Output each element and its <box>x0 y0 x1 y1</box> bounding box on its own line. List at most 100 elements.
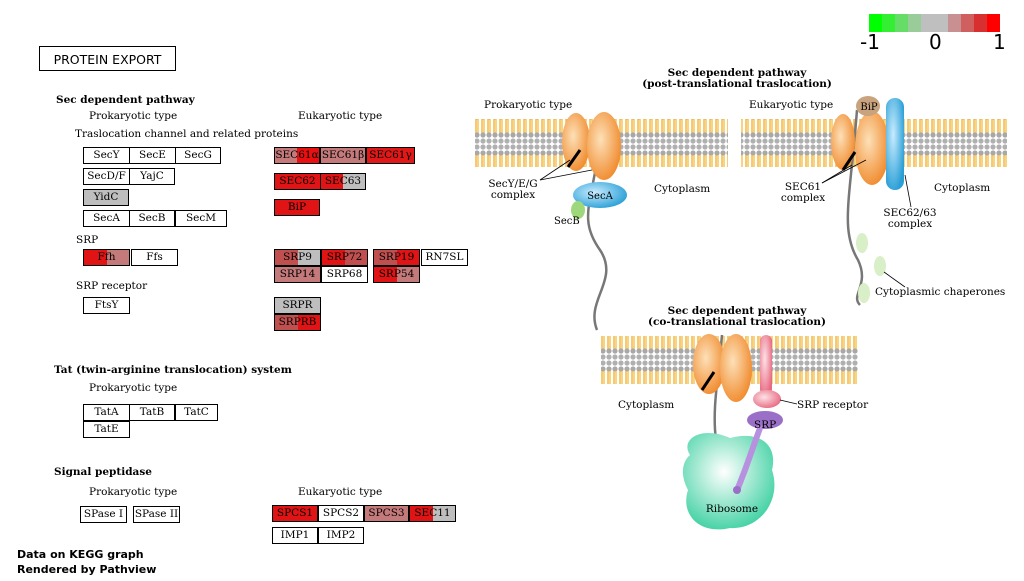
gene-box[interactable]: SRPR <box>274 297 321 314</box>
gene-box[interactable]: SEC61α <box>274 147 320 164</box>
gene-box[interactable]: SPase I <box>80 506 127 523</box>
gene-fill-right <box>106 148 129 163</box>
diag-euk-type: Eukaryotic type <box>749 99 833 111</box>
gene-box[interactable]: FtsY <box>83 297 130 314</box>
gene-box[interactable]: TatA <box>83 404 130 421</box>
gene-label: SecG <box>184 149 212 161</box>
gene-box[interactable]: IMP1 <box>272 527 318 544</box>
co-title-line1: Sec dependent pathway <box>668 305 808 317</box>
legend-mid-label: 0 <box>929 30 942 54</box>
srp-tip <box>733 486 741 494</box>
gene-fill-left <box>422 250 445 265</box>
srp-label: SRP <box>76 234 99 246</box>
gene-box[interactable]: SRP19 <box>373 249 420 266</box>
srp-receptor-label: SRP receptor <box>797 399 869 411</box>
tat-header: Tat (twin-arginine translocation) system <box>54 364 292 376</box>
gene-box[interactable]: SRP72 <box>321 249 368 266</box>
gene-label: SRPRB <box>278 316 317 328</box>
gene-box[interactable]: SEC61γ <box>366 147 415 164</box>
gene-fill-left <box>275 267 298 282</box>
gene-label: SecA <box>93 212 120 224</box>
pathway-title: PROTEIN EXPORT <box>39 46 176 71</box>
gene-label: IMP1 <box>280 529 310 541</box>
co-cytoplasm-label: Cytoplasm <box>618 399 674 411</box>
sec-pathway-header: Sec dependent pathway <box>56 94 195 106</box>
gene-box[interactable]: RN7SL <box>421 249 468 266</box>
gene-box[interactable]: BiP <box>274 199 320 216</box>
gene-fill-left <box>319 528 341 543</box>
gene-label: SPCS3 <box>368 507 405 519</box>
gene-fill-right <box>297 200 319 215</box>
euk-signal-sequence <box>841 151 857 171</box>
gene-fill-right <box>106 190 128 205</box>
gene-fill-left <box>275 298 298 313</box>
gene-fill-left <box>84 190 106 205</box>
gene-fill-right <box>106 298 129 313</box>
gene-box[interactable]: SecB <box>129 210 175 227</box>
gene-label: FtsY <box>94 299 119 311</box>
gene-label: SPCS2 <box>322 507 360 519</box>
gene-box[interactable]: TatE <box>83 421 130 438</box>
gene-box[interactable]: SRP54 <box>373 266 420 283</box>
gene-box[interactable]: SecA <box>83 210 130 227</box>
gene-box[interactable]: IMP2 <box>318 527 364 544</box>
post-title-line2: (post-translational traslocation) <box>642 78 832 90</box>
gene-box[interactable]: SEC11 <box>409 505 456 522</box>
gene-box[interactable]: TatC <box>175 404 218 421</box>
gene-box[interactable]: SRP9 <box>274 249 321 266</box>
gene-box[interactable]: YajC <box>129 168 175 185</box>
gene-box[interactable]: SRP68 <box>321 266 368 283</box>
gene-box[interactable]: SecM <box>175 210 227 227</box>
color-legend <box>869 14 1001 32</box>
sig-prok-label: Prokaryotic type <box>89 486 178 498</box>
gene-fill-left <box>275 148 297 163</box>
srp-receptor <box>753 390 781 408</box>
gene-fill-left <box>84 148 107 163</box>
gene-fill-right <box>152 148 175 163</box>
gene-fill-right <box>297 148 319 163</box>
gene-label: SPase I <box>83 508 124 520</box>
gene-fill-left <box>81 507 104 522</box>
gene-fill-left <box>322 267 345 282</box>
gene-label: YidC <box>93 191 119 203</box>
euk-type-label: Eukaryotic type <box>298 110 383 122</box>
gene-label: SEC11 <box>414 507 451 519</box>
gene-fill-right <box>295 506 317 521</box>
gene-fill-right <box>297 174 320 189</box>
gene-label: SEC61α <box>275 149 319 161</box>
secb-label: SecB <box>554 216 580 227</box>
gene-box[interactable]: SPCS3 <box>364 505 409 522</box>
gene-label: SEC61γ <box>369 149 412 161</box>
gene-box[interactable]: SecY <box>83 147 130 164</box>
legend-swatch <box>921 14 935 32</box>
gene-box[interactable]: TatB <box>129 404 175 421</box>
gene-fill-right <box>297 298 320 313</box>
gene-fill-left <box>275 200 297 215</box>
gene-box[interactable]: SEC61β <box>320 147 366 164</box>
gene-box[interactable]: SRPRB <box>274 314 321 331</box>
gene-box[interactable]: SecD/F <box>83 168 130 185</box>
gene-box[interactable]: SPCS1 <box>272 505 318 522</box>
gene-box[interactable]: SPCS2 <box>318 505 364 522</box>
gene-fill-right <box>196 405 217 420</box>
gene-box[interactable]: SecG <box>175 147 221 164</box>
gene-box[interactable]: Ffh <box>83 249 130 266</box>
gene-box[interactable]: SEC62 <box>274 173 321 190</box>
sec61-subunit-left <box>831 114 855 170</box>
gene-box[interactable]: SPase II <box>133 506 180 523</box>
gene-box[interactable]: SEC63 <box>320 173 366 190</box>
gene-box[interactable]: SecE <box>129 147 176 164</box>
gene-label: SecY <box>93 149 120 161</box>
gene-label: SPase II <box>134 508 179 520</box>
gene-box[interactable]: YidC <box>83 189 129 206</box>
gene-fill-right <box>106 405 129 420</box>
diag-prok-type: Prokaryotic type <box>484 99 572 111</box>
secyeg-pointer-1 <box>539 159 571 181</box>
gene-box[interactable]: Ffs <box>131 249 178 266</box>
gene-box[interactable]: SRP14 <box>274 266 321 283</box>
gene-fill-left <box>132 250 155 265</box>
seca-label: SecA <box>587 191 613 202</box>
chaperones-label: Cytoplasmic chaperones <box>875 286 1005 298</box>
sec62-63-label-line1: SEC62/63 <box>883 207 936 219</box>
